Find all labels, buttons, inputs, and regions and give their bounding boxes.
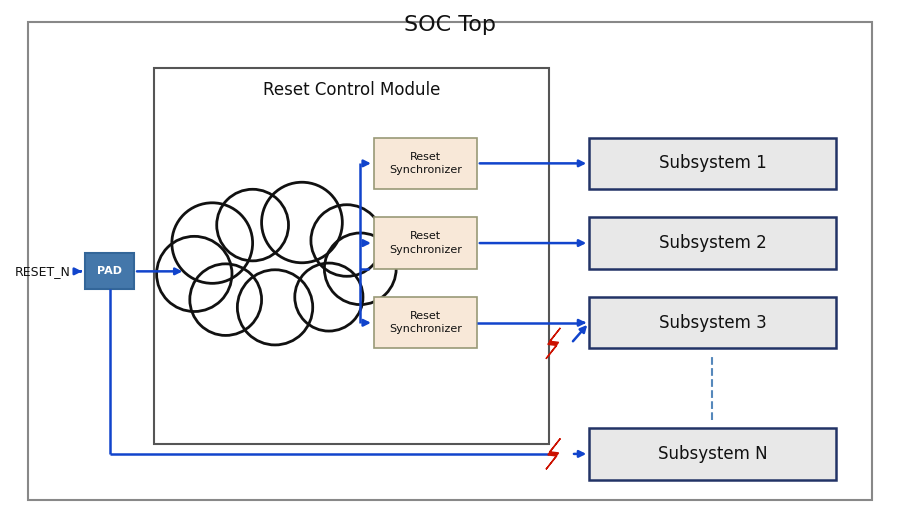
Text: Reset
Synchronizer: Reset Synchronizer — [389, 311, 462, 334]
Text: Subsystem 3: Subsystem 3 — [659, 314, 766, 332]
Text: Subsystem 2: Subsystem 2 — [659, 234, 766, 252]
Text: RESET_N: RESET_N — [14, 265, 71, 278]
Ellipse shape — [295, 263, 363, 331]
Ellipse shape — [190, 264, 262, 336]
Ellipse shape — [172, 203, 253, 283]
Text: Reset Control Module: Reset Control Module — [263, 81, 440, 99]
Ellipse shape — [324, 233, 396, 305]
FancyBboxPatch shape — [590, 138, 836, 189]
Ellipse shape — [217, 189, 289, 261]
FancyBboxPatch shape — [85, 253, 134, 290]
FancyBboxPatch shape — [590, 428, 836, 480]
Text: PAD: PAD — [97, 266, 122, 277]
Ellipse shape — [262, 182, 342, 263]
Text: Reset
Synchronizer: Reset Synchronizer — [389, 232, 462, 255]
Ellipse shape — [238, 270, 312, 345]
Polygon shape — [546, 328, 561, 359]
FancyBboxPatch shape — [374, 297, 477, 348]
FancyBboxPatch shape — [590, 297, 836, 348]
Ellipse shape — [157, 236, 232, 312]
Polygon shape — [546, 438, 561, 469]
Text: Subsystem N: Subsystem N — [658, 445, 767, 463]
FancyBboxPatch shape — [28, 22, 872, 500]
FancyBboxPatch shape — [154, 68, 549, 444]
Text: Reset
Synchronizer: Reset Synchronizer — [389, 152, 462, 175]
Ellipse shape — [310, 205, 382, 276]
Text: Subsystem 1: Subsystem 1 — [659, 155, 766, 172]
FancyBboxPatch shape — [590, 217, 836, 269]
Text: SOC Top: SOC Top — [404, 14, 496, 35]
FancyBboxPatch shape — [374, 217, 477, 269]
FancyBboxPatch shape — [374, 138, 477, 189]
